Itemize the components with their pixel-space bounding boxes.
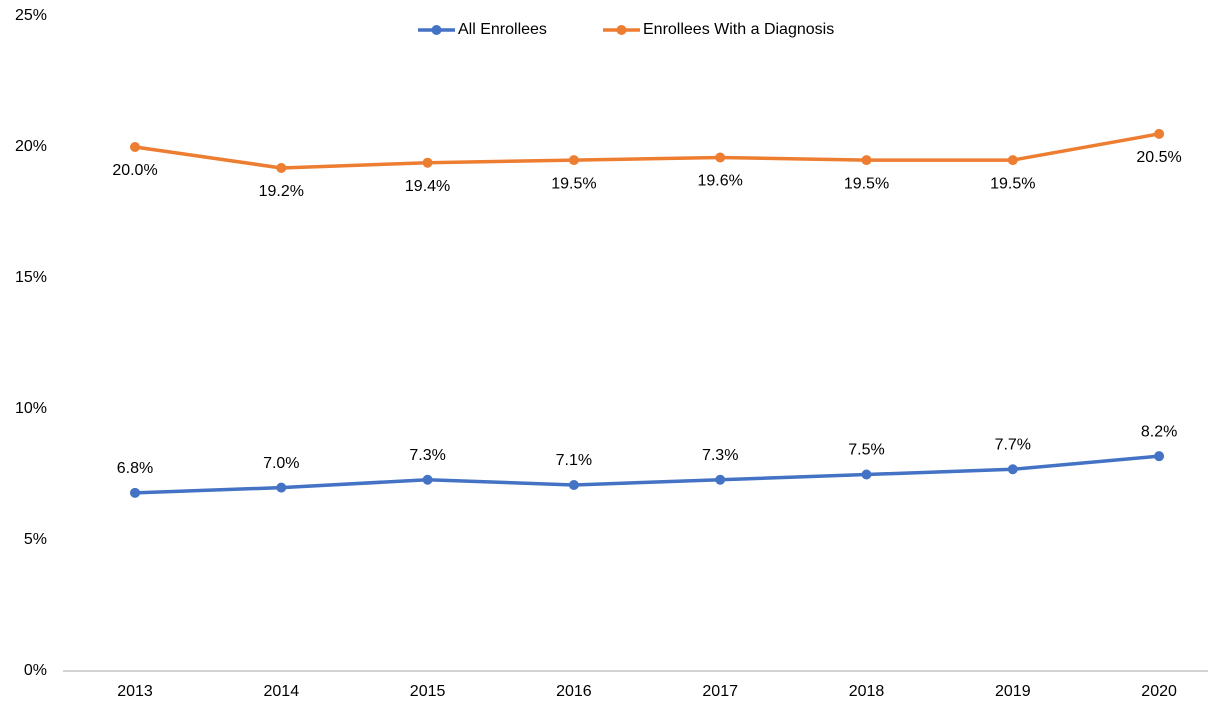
legend-label: All Enrollees [458,21,547,38]
y-tick-label: 10% [15,400,47,417]
x-tick-label: 2013 [117,683,153,700]
data-label: 19.6% [698,173,743,190]
data-point [568,479,579,490]
y-tick-label: 25% [15,7,47,24]
data-point [276,162,287,173]
data-point [422,157,433,168]
legend-label: Enrollees With a Diagnosis [643,21,834,38]
data-label: 7.1% [556,452,592,469]
y-tick-label: 0% [24,662,47,679]
data-label: 20.0% [112,162,157,179]
data-label: 19.4% [405,178,450,195]
data-label: 19.2% [259,183,304,200]
data-label: 6.8% [117,460,153,477]
x-tick-label: 2020 [1141,683,1177,700]
data-point [1154,128,1165,139]
data-point [861,155,872,166]
x-tick-label: 2018 [849,683,885,700]
data-point [1007,155,1018,166]
x-tick-label: 2019 [995,683,1031,700]
data-label: 19.5% [844,175,889,192]
data-point [1154,451,1165,462]
y-tick-label: 20% [15,138,47,155]
x-tick-label: 2014 [264,683,300,700]
x-tick-label: 2016 [556,683,592,700]
data-label: 7.0% [263,455,299,472]
data-point [276,482,287,493]
data-label: 7.7% [995,436,1031,453]
data-point [1007,464,1018,475]
series-line [134,454,1160,495]
data-point [130,487,140,498]
data-label: 20.5% [1136,149,1181,166]
data-label: 7.3% [409,447,445,464]
data-label: 19.5% [990,175,1035,192]
x-tick-label: 2015 [410,683,446,700]
data-point [715,474,726,485]
data-point [130,142,140,152]
data-point [715,152,726,163]
legend-marker [431,25,442,35]
series-line [134,132,1160,170]
x-tick-label: 2017 [702,683,738,700]
data-point [422,474,433,485]
data-label: 7.3% [702,447,738,464]
y-tick-label: 15% [15,269,47,286]
data-label: 7.5% [848,442,884,459]
data-point [568,155,579,166]
data-label: 8.2% [1141,423,1177,440]
data-point [861,469,872,480]
data-label: 19.5% [551,175,596,192]
y-tick-label: 5% [24,531,47,548]
legend-marker [616,25,627,35]
